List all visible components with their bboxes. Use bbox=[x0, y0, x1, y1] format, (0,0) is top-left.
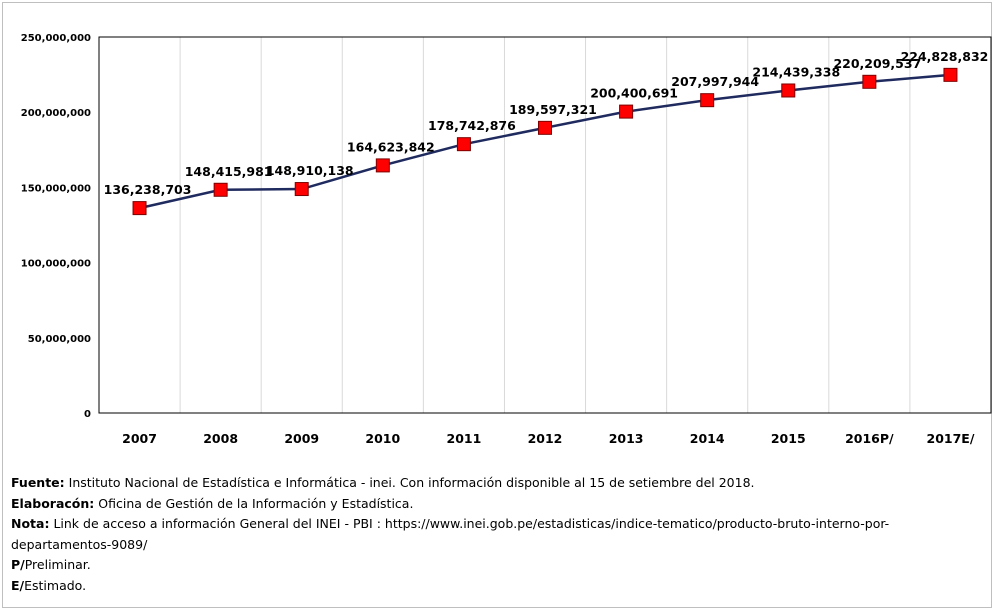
elaboracion-label: Elaboracón: bbox=[11, 495, 95, 511]
data-point-marker bbox=[294, 182, 309, 197]
x-tick-label: 2017E/ bbox=[927, 431, 975, 446]
x-tick-label: 2008 bbox=[203, 431, 238, 446]
y-tick-label: 0 bbox=[84, 409, 91, 420]
e-label: E/ bbox=[11, 577, 25, 593]
x-tick-label: 2010 bbox=[365, 431, 400, 446]
note-preliminar: P/Preliminar. bbox=[11, 555, 986, 576]
nota-label: Nota: bbox=[11, 516, 50, 531]
y-tick-label: 150,000,000 bbox=[21, 183, 91, 194]
data-label: 148,415,981 bbox=[185, 164, 273, 179]
data-point-marker bbox=[132, 201, 147, 216]
data-label: 207,997,944 bbox=[671, 74, 759, 89]
plot-area-border bbox=[98, 36, 992, 414]
data-point-marker bbox=[862, 74, 877, 89]
data-point-marker bbox=[538, 120, 552, 135]
y-tick-label: 250,000,000 bbox=[21, 33, 91, 44]
data-label: 224,828,832 bbox=[901, 49, 989, 64]
x-tick-label: 2012 bbox=[528, 431, 563, 446]
data-point-marker bbox=[456, 137, 471, 152]
elaboracion-text: Oficina de Gestión de la Información y E… bbox=[94, 495, 414, 511]
x-tick-label: 2016P/ bbox=[845, 431, 894, 446]
data-label: 214,439,338 bbox=[752, 64, 840, 79]
note-nota: Nota: Link de acceso a información Gener… bbox=[11, 514, 986, 555]
data-point-marker bbox=[375, 158, 390, 173]
x-tick-label: 2013 bbox=[609, 431, 644, 446]
y-tick-label: 100,000,000 bbox=[21, 259, 91, 270]
data-label: 220,209,537 bbox=[833, 56, 921, 71]
x-tick-label: 2015 bbox=[771, 431, 806, 446]
note-estimado: E/Estimado. bbox=[11, 576, 986, 597]
note-elaboracion: Elaboracón: Oficina de Gestión de la Inf… bbox=[11, 494, 986, 515]
note-fuente: Fuente: Instituto Nacional de Estadístic… bbox=[11, 473, 986, 494]
e-text: Estimado. bbox=[24, 577, 87, 593]
data-point-marker bbox=[700, 93, 715, 108]
line-chart: 0 50,000,000 100,000,000 150,000,000 200,000… bbox=[21, 33, 992, 446]
fuente-label: Fuente: bbox=[11, 475, 65, 490]
p-text: Preliminar. bbox=[24, 557, 91, 572]
y-tick-label: 50,000,000 bbox=[28, 334, 91, 345]
data-point-marker bbox=[213, 182, 228, 197]
data-label: 164,623,842 bbox=[347, 139, 435, 154]
x-tick-label: 2009 bbox=[284, 431, 319, 446]
data-point-marker bbox=[781, 83, 796, 98]
x-tick-label: 2014 bbox=[690, 431, 725, 446]
data-label: 200,400,691 bbox=[590, 86, 678, 101]
x-tick-label: 2007 bbox=[122, 431, 157, 446]
data-label: 178,742,876 bbox=[428, 118, 516, 133]
data-point-marker bbox=[619, 104, 634, 119]
fuente-text: Instituto Nacional de Estadística e Info… bbox=[64, 475, 755, 490]
source-notes: Fuente: Instituto Nacional de Estadístic… bbox=[11, 473, 986, 596]
p-label: P/ bbox=[11, 557, 25, 572]
data-label: 148,910,138 bbox=[266, 163, 354, 178]
data-label: 136,238,703 bbox=[104, 182, 192, 197]
nota-text: Link de acceso a información General del… bbox=[11, 516, 890, 552]
x-tick-label: 2011 bbox=[447, 431, 482, 446]
data-point-marker bbox=[943, 67, 958, 82]
data-label: 189,597,321 bbox=[509, 102, 597, 117]
y-tick-label: 200,000,000 bbox=[21, 108, 91, 119]
